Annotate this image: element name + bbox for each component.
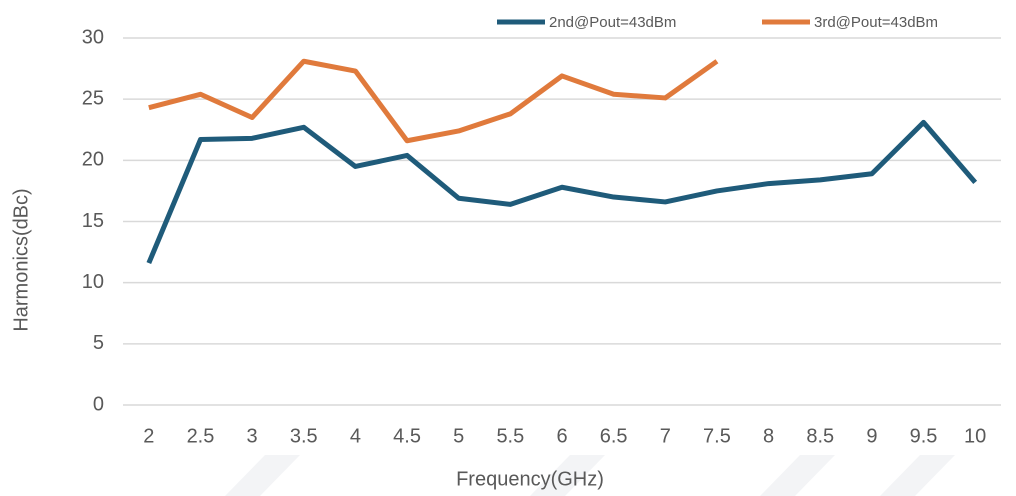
y-tick-label: 0 — [93, 393, 104, 415]
x-tick-label: 6.5 — [600, 425, 628, 447]
y-tick-label: 30 — [82, 26, 104, 48]
x-tick-label: 5.5 — [496, 425, 524, 447]
x-tick-label: 8.5 — [806, 425, 834, 447]
y-axis-label: Harmonics(dBc) — [10, 188, 32, 331]
legend-label: 3rd@Pout=43dBm — [814, 14, 938, 31]
x-tick-label: 10 — [964, 425, 986, 447]
x-tick-label: 2.5 — [187, 425, 215, 447]
x-tick-label: 8 — [763, 425, 774, 447]
x-tick-label: 5 — [453, 425, 464, 447]
x-tick-label: 2 — [143, 425, 154, 447]
x-tick-label: 4 — [350, 425, 361, 447]
y-tick-label: 15 — [82, 210, 104, 232]
y-tick-label: 25 — [82, 87, 104, 109]
x-tick-label: 7 — [660, 425, 671, 447]
x-tick-label: 6 — [556, 425, 567, 447]
series-line — [146, 119, 978, 265]
legend-label: 2nd@Pout=43dBm — [549, 14, 676, 31]
x-tick-label: 9.5 — [910, 425, 938, 447]
watermark — [225, 455, 955, 496]
x-tick-label: 3 — [247, 425, 258, 447]
x-tick-label: 4.5 — [393, 425, 421, 447]
x-tick-label: 9 — [866, 425, 877, 447]
y-tick-label: 20 — [82, 149, 104, 171]
x-tick-label: 3.5 — [290, 425, 318, 447]
x-axis-label: Frequency(GHz) — [456, 468, 604, 490]
y-tick-label: 5 — [93, 332, 104, 354]
y-tick-label: 10 — [82, 271, 104, 293]
series-line — [148, 58, 719, 144]
x-tick-label: 7.5 — [703, 425, 731, 447]
